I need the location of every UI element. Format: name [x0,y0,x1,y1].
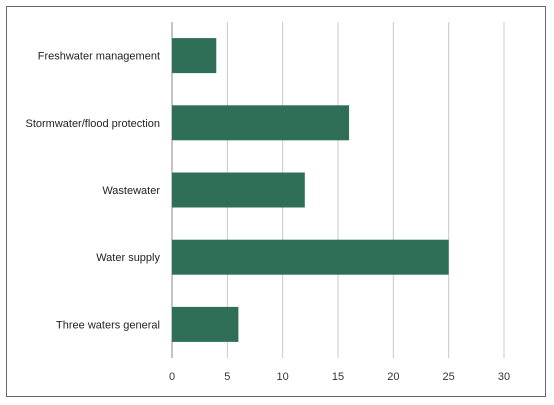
bar [172,172,305,208]
bars [172,38,449,342]
grid-lines [171,22,505,358]
x-tick-label: 15 [332,371,344,383]
bar [172,105,350,141]
category-labels: Freshwater management Stormwater/flood pr… [25,51,160,332]
bar [172,306,239,342]
category-label: Three waters general [56,319,160,331]
x-tick-label: 30 [498,371,510,383]
x-tick-label: 10 [277,371,289,383]
category-label: Wastewater [102,185,160,197]
x-tick-label: 25 [443,371,455,383]
x-tick-labels: 0 5 10 15 20 25 30 [169,371,510,383]
bar [172,38,217,74]
bar [172,239,449,275]
x-tick-label: 5 [224,371,230,383]
category-label: Stormwater/flood protection [25,118,160,130]
category-label: Freshwater management [38,51,160,63]
category-label: Water supply [96,252,160,264]
x-tick-label: 20 [387,371,399,383]
x-tick-label: 0 [169,371,175,383]
